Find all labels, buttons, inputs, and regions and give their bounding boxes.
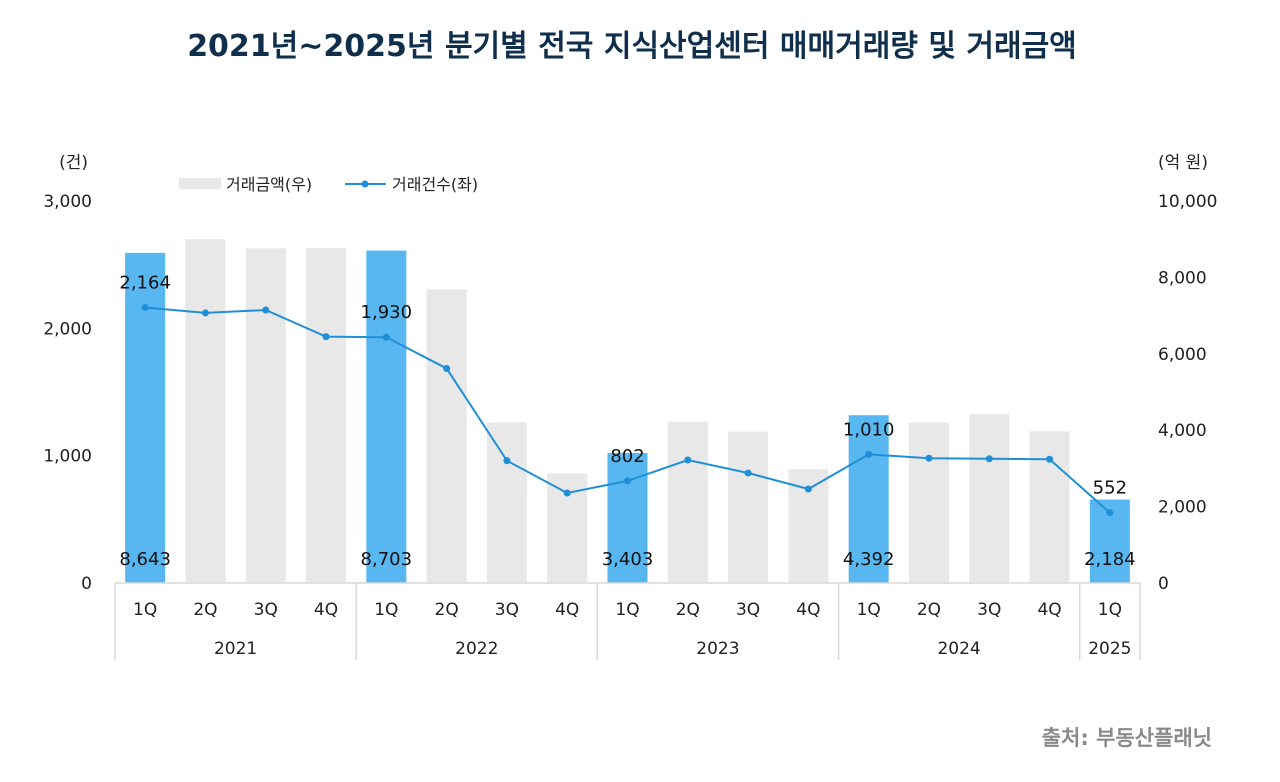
x-axis-tick: 2Q bbox=[435, 600, 459, 620]
line-point bbox=[804, 485, 812, 493]
right-axis-tick: 4,000 bbox=[1158, 421, 1207, 441]
x-axis-tick: 3Q bbox=[977, 600, 1001, 620]
x-axis-tick: 4Q bbox=[796, 600, 820, 620]
bar bbox=[607, 453, 648, 583]
line-point bbox=[865, 450, 873, 458]
right-axis-unit: (억 원) bbox=[1158, 153, 1208, 173]
right-axis-tick: 0 bbox=[1158, 574, 1169, 594]
line-point bbox=[624, 477, 631, 485]
line-point bbox=[141, 303, 149, 311]
x-axis-tick: 4Q bbox=[555, 600, 579, 620]
right-axis-tick: 2,000 bbox=[1158, 498, 1207, 518]
year-label: 2024 bbox=[937, 639, 980, 659]
legend-marker bbox=[361, 180, 369, 188]
line-data-label: 552 bbox=[1093, 478, 1127, 499]
right-axis-tick: 10,000 bbox=[1158, 192, 1217, 212]
left-axis-tick: 2,000 bbox=[43, 319, 92, 339]
bar bbox=[728, 431, 769, 583]
legend: 거래금액(우) 거래건수(좌) bbox=[179, 175, 478, 194]
bar-data-label: 3,403 bbox=[602, 549, 654, 570]
line-point bbox=[262, 306, 270, 314]
line-point bbox=[985, 455, 993, 463]
line-point bbox=[925, 454, 933, 462]
source-note: 출처: 부동산플래닛 bbox=[1042, 726, 1212, 750]
line-point bbox=[563, 489, 571, 497]
left-axis-tick: 1,000 bbox=[43, 447, 92, 467]
x-axis-tick: 3Q bbox=[495, 600, 519, 620]
x-axis-tick: 1Q bbox=[1098, 600, 1122, 620]
bar-data-label: 4,392 bbox=[843, 549, 895, 570]
bar bbox=[366, 250, 407, 583]
bar bbox=[667, 421, 708, 583]
line-data-label: 1,010 bbox=[843, 419, 895, 440]
right-axis-tick: 8,000 bbox=[1158, 268, 1207, 288]
x-axis-tick: 1Q bbox=[133, 600, 157, 620]
line-point bbox=[1046, 455, 1054, 463]
x-axis-tick: 3Q bbox=[254, 600, 278, 620]
bar-data-label: 8,703 bbox=[361, 549, 413, 570]
bar bbox=[426, 289, 467, 583]
bar-data-label: 8,643 bbox=[119, 549, 171, 570]
line-data-label: 802 bbox=[610, 446, 644, 467]
x-axis-tick: 4Q bbox=[1037, 600, 1061, 620]
left-axis-unit: (건) bbox=[59, 153, 88, 173]
legend-swatch-bar bbox=[179, 178, 221, 189]
bar bbox=[969, 414, 1010, 583]
line-point bbox=[443, 364, 451, 372]
bar bbox=[245, 248, 286, 584]
line-point bbox=[322, 333, 330, 341]
year-label: 2022 bbox=[455, 639, 498, 659]
line-data-label: 2,164 bbox=[119, 272, 171, 293]
line-point bbox=[201, 309, 209, 317]
legend-label-line: 거래건수(좌) bbox=[392, 175, 478, 194]
bar bbox=[125, 252, 166, 583]
bar bbox=[848, 415, 889, 583]
line-data-label: 1,930 bbox=[361, 302, 413, 323]
bar-data-label: 2,184 bbox=[1084, 549, 1136, 570]
year-label: 2023 bbox=[696, 639, 739, 659]
bar bbox=[306, 247, 347, 583]
left-axis-tick: 0 bbox=[81, 574, 92, 594]
bar bbox=[1029, 431, 1070, 583]
bar bbox=[185, 239, 226, 583]
bar bbox=[486, 422, 527, 583]
legend-label-bar: 거래금액(우) bbox=[226, 175, 312, 194]
x-axis-tick: 2Q bbox=[193, 600, 217, 620]
x-axis-tick: 1Q bbox=[857, 600, 881, 620]
right-axis-tick: 6,000 bbox=[1158, 345, 1207, 365]
year-label: 2021 bbox=[214, 639, 257, 659]
line-point bbox=[503, 457, 511, 465]
year-label: 2025 bbox=[1088, 639, 1131, 659]
x-axis-tick: 3Q bbox=[736, 600, 760, 620]
line-point bbox=[684, 456, 692, 464]
x-axis-tick: 1Q bbox=[615, 600, 639, 620]
x-axis-tick: 2Q bbox=[676, 600, 700, 620]
chart-title: 2021년~2025년 분기별 전국 지식산업센터 매매거래량 및 거래금액 bbox=[187, 29, 1077, 64]
line-point bbox=[744, 469, 752, 477]
bar bbox=[908, 422, 949, 583]
x-axis-tick: 4Q bbox=[314, 600, 338, 620]
left-axis-tick: 3,000 bbox=[43, 192, 92, 212]
x-axis-tick: 2Q bbox=[917, 600, 941, 620]
line-point bbox=[1106, 509, 1114, 517]
x-axis-tick: 1Q bbox=[374, 600, 398, 620]
line-point bbox=[382, 333, 390, 341]
